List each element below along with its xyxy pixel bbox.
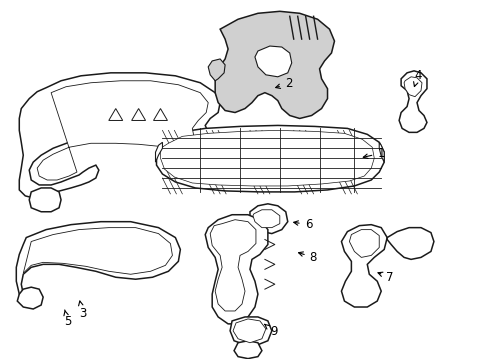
Polygon shape xyxy=(210,220,256,311)
Polygon shape xyxy=(29,188,61,212)
Polygon shape xyxy=(161,130,374,186)
Polygon shape xyxy=(387,228,434,260)
Polygon shape xyxy=(208,59,225,81)
Polygon shape xyxy=(16,222,180,301)
Text: 2: 2 xyxy=(276,77,292,90)
Polygon shape xyxy=(205,215,268,324)
Polygon shape xyxy=(253,210,280,228)
Polygon shape xyxy=(233,319,266,343)
Polygon shape xyxy=(379,142,384,162)
Text: 3: 3 xyxy=(78,301,86,320)
Polygon shape xyxy=(255,46,292,77)
Text: 4: 4 xyxy=(414,69,421,86)
Polygon shape xyxy=(349,230,379,257)
Polygon shape xyxy=(109,109,122,121)
Polygon shape xyxy=(155,142,163,162)
Polygon shape xyxy=(23,228,172,274)
Text: 6: 6 xyxy=(294,218,312,231)
Polygon shape xyxy=(399,71,427,132)
Text: 7: 7 xyxy=(378,271,393,284)
Polygon shape xyxy=(234,341,262,359)
Polygon shape xyxy=(404,77,422,96)
Text: 8: 8 xyxy=(298,251,317,264)
Polygon shape xyxy=(132,109,146,121)
Text: 9: 9 xyxy=(265,324,277,338)
Polygon shape xyxy=(250,204,288,234)
Polygon shape xyxy=(153,109,168,121)
Text: 1: 1 xyxy=(363,147,385,160)
Polygon shape xyxy=(19,73,220,198)
Text: 5: 5 xyxy=(64,310,72,328)
Polygon shape xyxy=(156,125,384,192)
Polygon shape xyxy=(342,225,387,307)
Polygon shape xyxy=(215,11,335,118)
Polygon shape xyxy=(230,317,272,345)
Polygon shape xyxy=(17,287,43,309)
Polygon shape xyxy=(37,81,208,180)
